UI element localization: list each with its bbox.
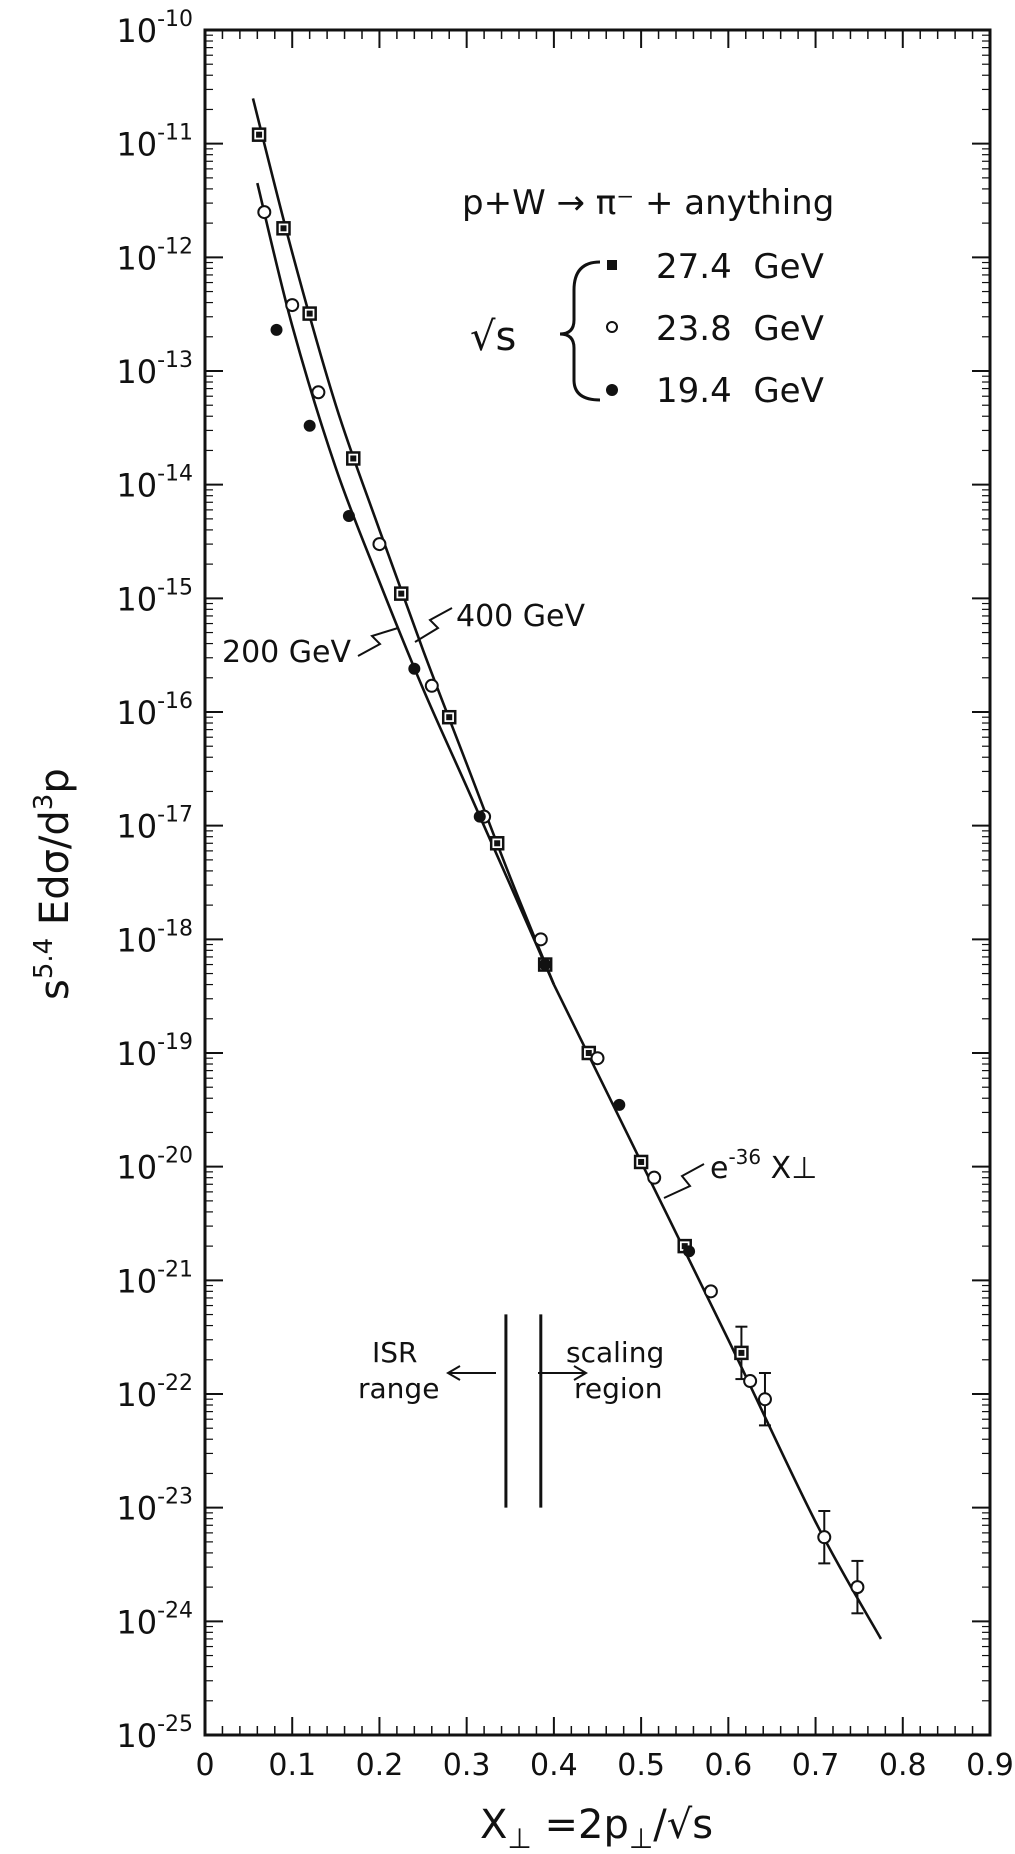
point-27-4-gev-core <box>281 225 287 231</box>
point-23-8-gev <box>759 1393 771 1405</box>
point-19-4-gev <box>408 663 420 675</box>
legend-entry-23-8: 23.8 GeV <box>656 309 824 349</box>
label-exponential: e-36 X⊥ <box>710 1145 817 1186</box>
point-19-4-gev <box>474 811 486 823</box>
legend-marker-23-8 <box>607 322 617 332</box>
legend-sqrt-s: √s <box>470 314 516 360</box>
point-23-8-gev <box>648 1172 660 1184</box>
point-19-4-gev <box>613 1099 625 1111</box>
point-19-4-gev <box>343 510 355 522</box>
point-27-4-gev-core <box>494 840 500 846</box>
point-27-4-gev-core <box>350 455 356 461</box>
point-19-4-gev <box>304 420 316 432</box>
point-27-4-gev-core <box>586 1050 592 1056</box>
x-tick-label: 0.6 <box>704 1748 752 1783</box>
point-19-4-gev <box>271 324 283 336</box>
x-tick-label: 0.2 <box>356 1748 404 1783</box>
point-19-4-gev <box>683 1245 695 1257</box>
point-27-4-gev-core <box>446 714 452 720</box>
legend-entry-27-4: 27.4 GeV <box>656 247 824 287</box>
x-tick-label: 0.4 <box>530 1748 578 1783</box>
legend-entry-19-4: 19.4 GeV <box>656 371 824 411</box>
point-23-8-gev <box>818 1531 830 1543</box>
point-23-8-gev <box>535 933 547 945</box>
x-tick-label: 0.8 <box>879 1748 927 1783</box>
point-27-4-gev-core <box>398 591 404 597</box>
x-tick-label: 0.7 <box>792 1748 840 1783</box>
scaling-label-2: region <box>574 1372 663 1405</box>
label-200-gev: 200 GeV <box>222 635 352 670</box>
x-tick-label: 0.5 <box>617 1748 665 1783</box>
legend-process: p+W → π⁻ + anything <box>462 183 834 223</box>
point-23-8-gev <box>286 299 298 311</box>
x-tick-label: 0.9 <box>966 1748 1014 1783</box>
point-27-4-gev-core <box>307 311 313 317</box>
point-27-4-gev-core <box>256 132 262 138</box>
point-23-8-gev <box>312 386 324 398</box>
point-23-8-gev <box>705 1285 717 1297</box>
point-23-8-gev <box>744 1375 756 1387</box>
point-19-4-gev <box>539 959 551 971</box>
point-23-8-gev <box>258 206 270 218</box>
legend-marker-19-4 <box>606 384 618 396</box>
isr-label-1: ISR <box>372 1336 418 1369</box>
legend-marker-27-4 <box>607 260 617 270</box>
point-27-4-gev-core <box>738 1350 744 1356</box>
point-23-8-gev <box>373 538 385 550</box>
x-tick-label: 0.3 <box>443 1748 491 1783</box>
label-400-gev: 400 GeV <box>456 599 586 634</box>
point-23-8-gev <box>426 680 438 692</box>
point-23-8-gev <box>592 1052 604 1064</box>
isr-label-2: range <box>358 1372 439 1405</box>
point-23-8-gev <box>851 1581 863 1593</box>
point-27-4-gev-core <box>638 1159 644 1165</box>
scaling-label-1: scaling <box>566 1336 664 1369</box>
x-tick-label: 0 <box>195 1748 214 1783</box>
x-tick-label: 0.1 <box>268 1748 316 1783</box>
